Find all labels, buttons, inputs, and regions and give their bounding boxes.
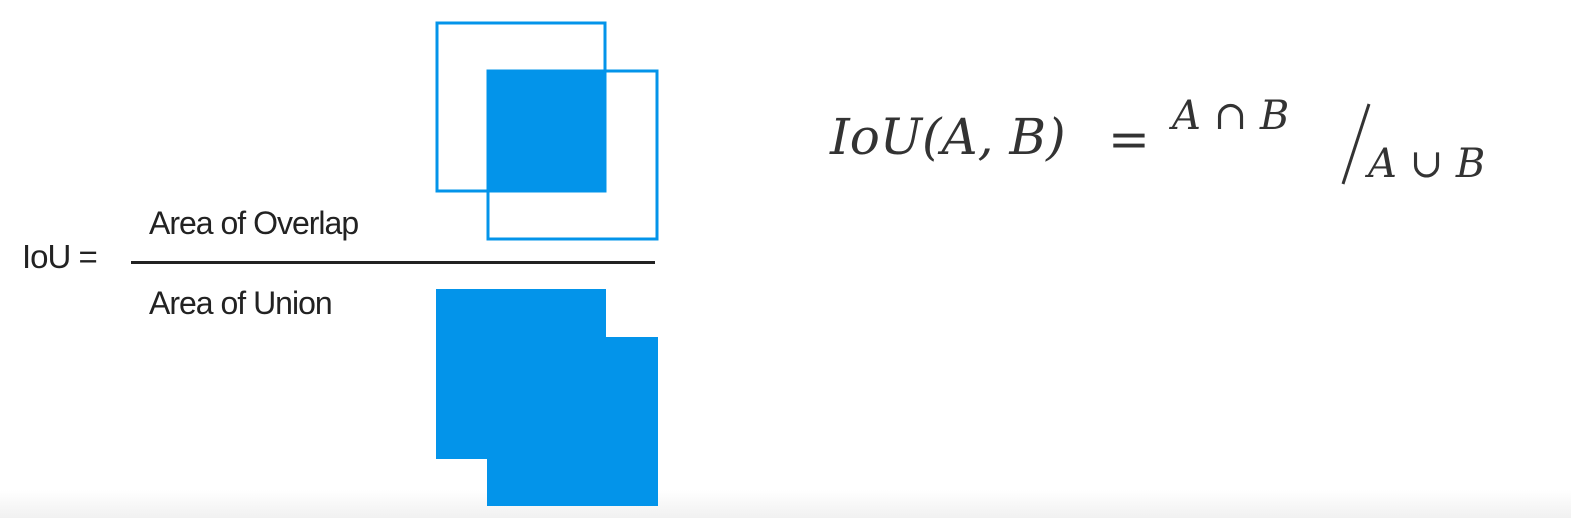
- math-equals-sign: =: [1108, 110, 1150, 168]
- overlap-illustration: [435, 21, 659, 241]
- math-iou-function: IoU: [830, 108, 922, 166]
- math-union: A ∪ B: [1368, 141, 1486, 187]
- bottom-shadow-band: [0, 490, 1571, 518]
- area-of-union-label: Area of Union: [149, 285, 333, 321]
- union-region: [436, 289, 658, 506]
- math-division-slash: [1341, 103, 1371, 185]
- math-iou-lhs: IoU(A, B): [830, 108, 1066, 166]
- union-illustration: [436, 289, 658, 506]
- area-of-overlap-label: Area of Overlap: [149, 205, 359, 241]
- math-iou-args: (A, B): [922, 108, 1066, 166]
- overlap-region: [488, 71, 605, 191]
- math-intersection: A ∩ B: [1172, 93, 1290, 139]
- fraction-bar: [131, 261, 655, 264]
- iou-lhs-label: IoU =: [22, 238, 98, 275]
